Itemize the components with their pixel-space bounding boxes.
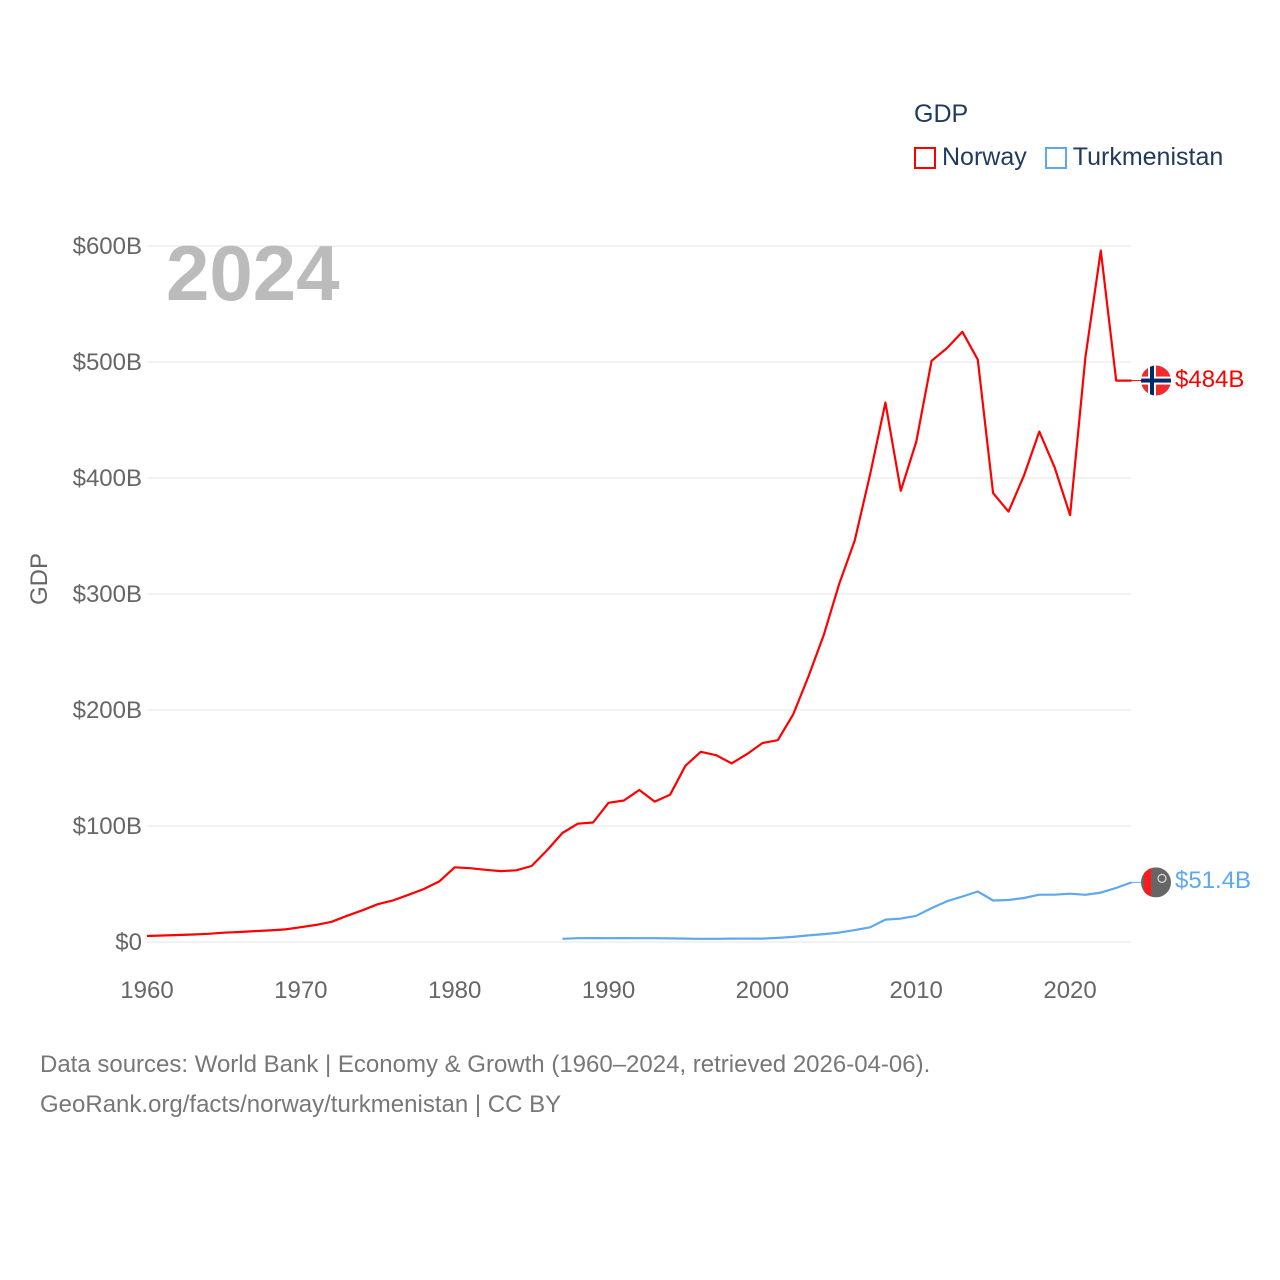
- legend-item-turkmenistan[interactable]: Turkmenistan: [1044, 143, 1224, 172]
- turkmenistan-end-label: $51.4B: [1175, 867, 1252, 894]
- norway-flag-icon: [1141, 365, 1171, 396]
- y-tick-label: $400B: [73, 465, 142, 492]
- y-tick-label: $100B: [73, 813, 142, 840]
- series-line-turkmenistan: [562, 881, 1132, 940]
- x-tick-label: 2010: [890, 977, 943, 1004]
- legend-item-norway[interactable]: Norway: [914, 143, 1027, 172]
- legend-label: Turkmenistan: [1072, 143, 1224, 171]
- y-tick-label: $500B: [73, 349, 142, 376]
- footer-sources: Data sources: World Bank | Economy & Gro…: [40, 1051, 931, 1078]
- year-label: 2024: [166, 229, 340, 317]
- x-tick-label: 2020: [1043, 977, 1096, 1004]
- y-tick-label: $600B: [73, 233, 142, 260]
- y-axis-label: GDP: [26, 553, 53, 606]
- y-tick-label: $0: [115, 929, 142, 956]
- footer-link[interactable]: GeoRank.org/facts/norway/turkmenistan | …: [40, 1091, 562, 1118]
- norway-end-label: $484B: [1175, 366, 1245, 393]
- legend-label: Norway: [942, 143, 1027, 171]
- x-tick-label: 1960: [120, 977, 173, 1004]
- x-tick-label: 1970: [274, 977, 327, 1004]
- x-tick-label: 1980: [428, 977, 481, 1004]
- footer: Data sources: World Bank | Economy & Gro…: [40, 1045, 930, 1125]
- x-tick-label: 1990: [582, 977, 635, 1004]
- series-line-norway: [146, 249, 1132, 938]
- x-tick-label: 2000: [736, 977, 789, 1004]
- turkmenistan-flag-icon: [1141, 867, 1171, 898]
- turkmenistan-swatch: [1044, 146, 1067, 169]
- y-tick-label: $200B: [73, 697, 142, 724]
- legend-title: GDP: [914, 100, 969, 128]
- legend: Norway Turkmenistan: [914, 143, 1223, 172]
- norway-swatch: [914, 146, 936, 169]
- y-tick-label: $300B: [73, 581, 142, 608]
